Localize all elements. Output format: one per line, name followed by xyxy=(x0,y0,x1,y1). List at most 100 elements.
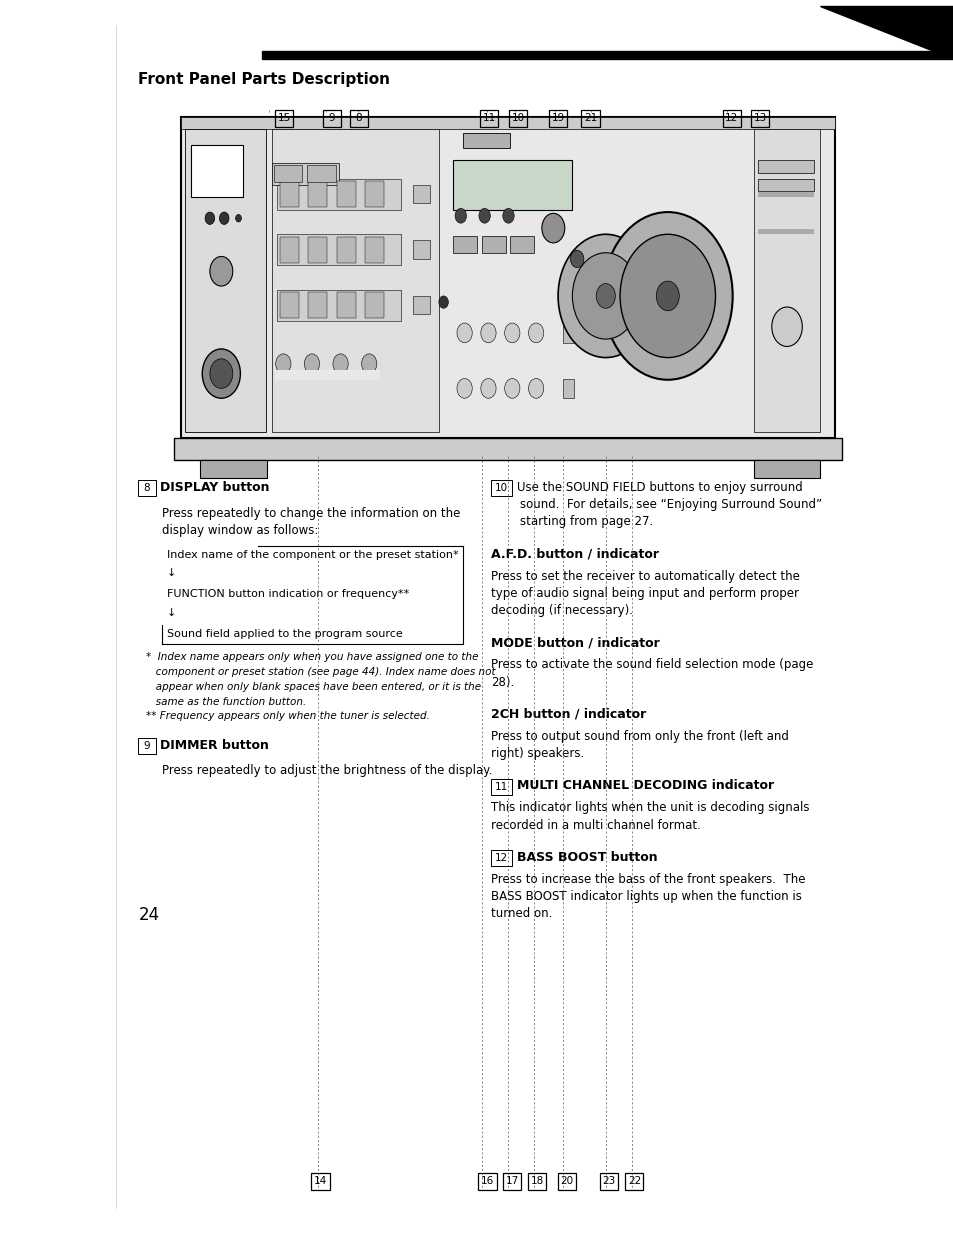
Bar xyxy=(751,110,768,127)
Circle shape xyxy=(656,281,679,311)
Text: 10: 10 xyxy=(495,483,508,493)
Bar xyxy=(276,290,400,321)
Text: DISPLAY button: DISPLAY button xyxy=(160,481,270,494)
Circle shape xyxy=(480,379,496,398)
Bar xyxy=(758,229,813,234)
Text: 20: 20 xyxy=(559,1176,573,1186)
Bar xyxy=(503,1173,520,1190)
Bar xyxy=(308,181,327,207)
Circle shape xyxy=(558,234,653,358)
Bar xyxy=(510,236,534,253)
Text: turned on.: turned on. xyxy=(491,907,552,921)
Circle shape xyxy=(219,212,229,224)
Text: 19: 19 xyxy=(551,113,564,123)
Bar xyxy=(138,739,155,755)
Text: appear when only blank spaces have been entered, or it is the: appear when only blank spaces have been … xyxy=(146,682,480,692)
Text: 8: 8 xyxy=(355,113,361,123)
Bar xyxy=(491,779,512,795)
Text: 21: 21 xyxy=(583,113,597,123)
Circle shape xyxy=(541,213,564,243)
Polygon shape xyxy=(820,6,953,59)
Text: 9: 9 xyxy=(144,741,150,751)
Bar xyxy=(272,129,438,432)
Bar xyxy=(509,110,527,127)
Text: decoding (if necessary).: decoding (if necessary). xyxy=(491,604,633,618)
Bar xyxy=(491,480,512,496)
Text: 12: 12 xyxy=(724,113,738,123)
Circle shape xyxy=(528,323,543,343)
Text: Press to increase the bass of the front speakers.  The: Press to increase the bass of the front … xyxy=(491,873,805,887)
Bar xyxy=(562,323,574,343)
Bar xyxy=(274,370,379,380)
Bar xyxy=(365,292,384,318)
Circle shape xyxy=(502,208,514,223)
Text: A.F.D. button / indicator: A.F.D. button / indicator xyxy=(491,547,659,561)
Circle shape xyxy=(480,323,496,343)
Bar xyxy=(200,460,267,478)
Bar xyxy=(753,129,820,432)
Text: 9: 9 xyxy=(329,113,335,123)
Bar xyxy=(557,1173,575,1190)
Bar xyxy=(758,160,813,173)
Bar xyxy=(413,296,430,314)
Bar xyxy=(365,181,384,207)
Circle shape xyxy=(202,349,240,398)
Bar xyxy=(181,117,834,129)
Bar xyxy=(276,179,400,210)
Circle shape xyxy=(333,354,348,374)
Bar xyxy=(480,110,498,127)
Bar xyxy=(336,237,355,263)
Text: 16: 16 xyxy=(480,1176,494,1186)
Text: Press to activate the sound field selection mode (page: Press to activate the sound field select… xyxy=(491,658,813,672)
Text: same as the function button.: same as the function button. xyxy=(146,697,306,707)
Bar xyxy=(453,236,476,253)
Bar xyxy=(413,240,430,259)
Text: display window as follows:: display window as follows: xyxy=(162,524,318,538)
Text: 18: 18 xyxy=(530,1176,543,1186)
Bar xyxy=(307,165,335,182)
Bar xyxy=(322,110,341,127)
Text: BASS BOOST button: BASS BOOST button xyxy=(517,851,657,864)
Bar xyxy=(758,179,813,191)
Circle shape xyxy=(572,253,639,339)
Circle shape xyxy=(619,234,715,358)
Text: 13: 13 xyxy=(753,113,766,123)
Bar xyxy=(279,181,298,207)
Text: 24: 24 xyxy=(138,906,159,925)
Bar xyxy=(272,163,338,185)
Circle shape xyxy=(478,208,490,223)
Text: BASS BOOST indicator lights up when the function is: BASS BOOST indicator lights up when the … xyxy=(491,890,801,904)
Bar xyxy=(308,292,327,318)
Bar xyxy=(191,145,243,197)
Circle shape xyxy=(205,212,214,224)
Text: DIMMER button: DIMMER button xyxy=(160,739,269,752)
Text: Press repeatedly to adjust the brightness of the display.: Press repeatedly to adjust the brightnes… xyxy=(162,764,492,778)
Circle shape xyxy=(210,359,233,388)
Circle shape xyxy=(504,379,519,398)
Circle shape xyxy=(438,296,448,308)
Text: 28).: 28). xyxy=(491,676,514,689)
Bar xyxy=(527,1173,545,1190)
Bar xyxy=(453,160,572,210)
Circle shape xyxy=(570,250,583,268)
Text: 15: 15 xyxy=(277,113,291,123)
Bar xyxy=(336,292,355,318)
Circle shape xyxy=(596,284,615,308)
Text: starting from page 27.: starting from page 27. xyxy=(519,515,653,529)
Bar xyxy=(413,185,430,203)
Text: Sound field applied to the program source: Sound field applied to the program sourc… xyxy=(167,629,402,639)
Bar xyxy=(549,110,566,127)
Text: MULTI CHANNEL DECODING indicator: MULTI CHANNEL DECODING indicator xyxy=(517,779,774,793)
Text: 10: 10 xyxy=(511,113,524,123)
Circle shape xyxy=(602,212,732,380)
Text: Press to set the receiver to automatically detect the: Press to set the receiver to automatical… xyxy=(491,570,800,583)
Bar xyxy=(181,117,834,438)
Bar xyxy=(365,237,384,263)
Text: 17: 17 xyxy=(505,1176,518,1186)
Text: FUNCTION button indication or frequency**: FUNCTION button indication or frequency*… xyxy=(167,589,409,599)
Bar xyxy=(753,460,820,478)
Bar xyxy=(598,1173,618,1190)
Text: 12: 12 xyxy=(495,853,508,863)
Circle shape xyxy=(456,323,472,343)
Text: ** Frequency appears only when the tuner is selected.: ** Frequency appears only when the tuner… xyxy=(146,711,430,721)
